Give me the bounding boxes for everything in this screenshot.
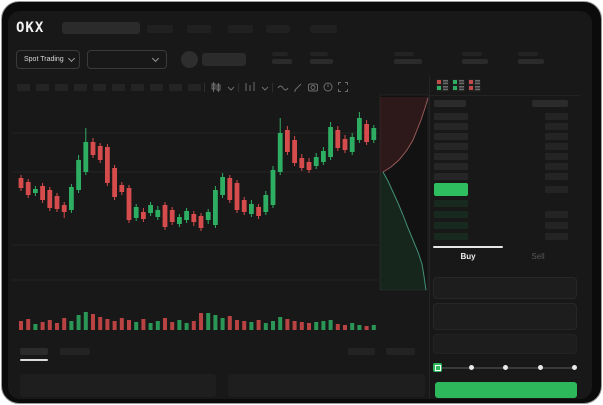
stat-value: [394, 59, 422, 64]
slider-step-25[interactable]: [469, 365, 474, 370]
timeframe-button-5[interactable]: [93, 84, 106, 91]
ask-row-amount: [545, 133, 568, 140]
amount-slider-handle[interactable]: [433, 363, 442, 372]
bottom-action-2[interactable]: [386, 348, 415, 355]
divider: [429, 75, 430, 399]
divider: [238, 83, 239, 92]
bottom-panel-left: [20, 374, 216, 397]
timeframe-button-6[interactable]: [112, 84, 125, 91]
ask-row-price[interactable]: [434, 133, 468, 140]
bottom-tab-order-history[interactable]: [60, 348, 90, 355]
ask-row-amount: [545, 143, 568, 150]
ask-row-price[interactable]: [434, 173, 468, 180]
timeframe-button-4[interactable]: [74, 84, 87, 91]
refresh-icon[interactable]: [322, 81, 334, 93]
nav-item-5[interactable]: [310, 25, 337, 33]
ask-row-amount: [545, 113, 568, 120]
buy-tab-indicator: [433, 246, 503, 248]
stat-label: [310, 52, 328, 56]
stat-value: [462, 59, 488, 64]
ask-row-amount: [545, 173, 568, 180]
chevron-down-icon[interactable]: [226, 84, 238, 96]
stat-value: [272, 59, 292, 64]
ask-row-price[interactable]: [434, 143, 468, 150]
ask-row-amount: [545, 123, 568, 130]
divider: [272, 83, 273, 92]
timeframe-button-2[interactable]: [36, 84, 49, 91]
bid-row-amount: [545, 211, 568, 218]
price-input[interactable]: [433, 277, 577, 299]
bid-row-amount: [545, 222, 568, 229]
slider-handle-inner: [434, 364, 441, 371]
ask-row-price[interactable]: [434, 153, 468, 160]
chevron-down-icon[interactable]: [260, 84, 272, 96]
slider-step-75[interactable]: [538, 365, 543, 370]
bid-row-amount: [545, 233, 568, 240]
orderbook-view-bids-icon[interactable]: [452, 79, 465, 92]
bottom-panel-right: [228, 374, 425, 397]
trendline-tool-icon[interactable]: [277, 81, 289, 93]
timeframe-button-8[interactable]: [150, 84, 163, 91]
bid-row-price[interactable]: [434, 222, 468, 229]
orderbook-last-price-amount: [545, 186, 568, 193]
tab-buy[interactable]: Buy: [460, 252, 476, 261]
search-input[interactable]: [62, 22, 140, 34]
orderbook-view-asks-icon[interactable]: [468, 79, 481, 92]
okx-logo[interactable]: OKX: [16, 20, 45, 36]
timeframe-button-3[interactable]: [55, 84, 68, 91]
stat-label: [394, 52, 414, 56]
ask-row-price[interactable]: [434, 163, 468, 170]
bid-row-price[interactable]: [434, 200, 468, 207]
buy-submit-button[interactable]: [435, 382, 577, 398]
pair-selector-dropdown[interactable]: [87, 50, 167, 69]
bid-row-price[interactable]: [434, 211, 468, 218]
timeframe-button-7[interactable]: [131, 84, 144, 91]
draw-pencil-icon[interactable]: [292, 81, 304, 93]
tab-sell[interactable]: Sell: [531, 252, 545, 261]
market-type-dropdown[interactable]: Spot Trading: [16, 50, 80, 69]
bid-row-price[interactable]: [434, 233, 468, 240]
bottom-action-1[interactable]: [348, 348, 375, 355]
slider-step-50[interactable]: [503, 365, 508, 370]
slider-step-100[interactable]: [572, 365, 577, 370]
pair-avatar[interactable]: [181, 51, 198, 68]
divider: [204, 83, 205, 92]
total-input[interactable]: [433, 334, 577, 354]
nav-item-1[interactable]: [147, 25, 173, 33]
ask-row-amount: [545, 163, 568, 170]
timeframe-button-9[interactable]: [169, 84, 182, 91]
market-type-label: Spot Trading: [24, 56, 64, 63]
bottom-tab-indicator: [20, 359, 48, 361]
ask-row-amount: [545, 153, 568, 160]
stat-value: [310, 59, 333, 64]
camera-snapshot-icon[interactable]: [307, 81, 319, 93]
stat-label: [272, 52, 288, 56]
nav-item-3[interactable]: [228, 25, 253, 33]
divider: [430, 95, 580, 96]
orderbook-price-header: [434, 100, 466, 107]
indicators-icon[interactable]: [244, 81, 256, 93]
fullscreen-icon[interactable]: [337, 81, 349, 93]
amount-input[interactable]: [433, 303, 577, 330]
stat-label: [462, 52, 482, 56]
stat-label: [518, 52, 538, 56]
ask-row-price[interactable]: [434, 113, 468, 120]
nav-item-4[interactable]: [266, 25, 290, 33]
orderbook-view-combined-icon[interactable]: [436, 79, 449, 92]
orderbook-amount-header: [532, 100, 568, 107]
timeframe-button-10[interactable]: [188, 84, 201, 91]
bottom-tab-open-orders[interactable]: [20, 348, 48, 355]
pair-name-placeholder: [202, 53, 246, 66]
ask-row-price[interactable]: [434, 123, 468, 130]
nav-item-2[interactable]: [187, 25, 211, 33]
orderbook-last-price[interactable]: [434, 183, 468, 196]
candle-style-icon[interactable]: [210, 81, 222, 93]
stat-value: [518, 59, 544, 64]
timeframe-button-1[interactable]: [17, 84, 30, 91]
